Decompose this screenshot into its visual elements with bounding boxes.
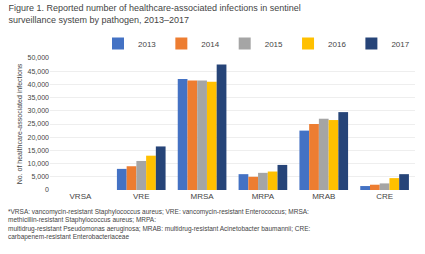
svg-text:5,000: 5,000 — [31, 173, 49, 180]
svg-text:50,000: 50,000 — [28, 54, 50, 61]
svg-text:15,000: 15,000 — [28, 147, 50, 154]
svg-text:10,000: 10,000 — [28, 160, 50, 167]
svg-text:CRE: CRE — [376, 192, 393, 201]
svg-text:MRSA: MRSA — [191, 192, 215, 201]
svg-text:MRAB: MRAB — [312, 192, 335, 201]
svg-text:40,000: 40,000 — [28, 81, 50, 88]
svg-text:2015: 2015 — [265, 40, 283, 49]
svg-text:35,000: 35,000 — [28, 94, 50, 101]
svg-text:25,000: 25,000 — [28, 120, 50, 127]
svg-text:45,000: 45,000 — [28, 68, 50, 75]
svg-text:*VRSA: vancomycin-resistant St: *VRSA: vancomycin-resistant Staphylococc… — [8, 208, 311, 241]
svg-text:2016: 2016 — [328, 40, 346, 49]
svg-text:2013: 2013 — [138, 40, 156, 49]
svg-text:No. of healthcare-associated i: No. of healthcare-associated infections — [16, 63, 23, 184]
svg-text:Figure 1. Reported number of h: Figure 1. Reported number of healthcare-… — [9, 3, 301, 25]
svg-text:30,000: 30,000 — [28, 107, 50, 114]
svg-text:2014: 2014 — [201, 40, 219, 49]
svg-text:2017: 2017 — [391, 40, 409, 49]
svg-text:20,000: 20,000 — [28, 134, 50, 141]
svg-text:VRE: VRE — [133, 192, 149, 201]
svg-text:MRPA: MRPA — [252, 192, 275, 201]
svg-text:VRSA: VRSA — [70, 192, 92, 201]
svg-text:0: 0 — [45, 186, 49, 193]
